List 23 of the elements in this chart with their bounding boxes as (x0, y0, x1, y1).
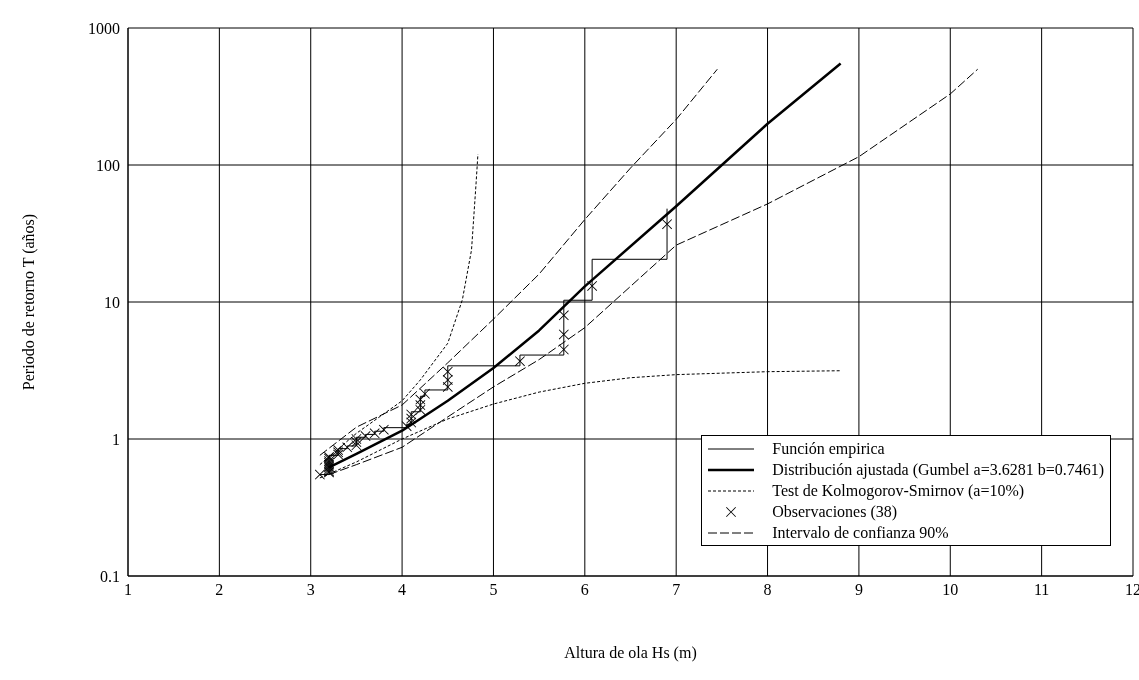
y-tick-label: 1000 (88, 19, 120, 37)
x-tick-label: 11 (1033, 581, 1050, 599)
x-axis-title: Altura de ola Hs (m) (564, 644, 697, 662)
x-tick-label: 2 (215, 581, 224, 599)
legend-label: Observaciones (38) (772, 502, 898, 522)
y-axis-title: Periodo de retorno T (años) (19, 213, 38, 391)
y-tick-label: 10 (104, 293, 120, 311)
x-tick-label: 3 (306, 581, 315, 599)
legend-label: Distribución ajustada (Gumbel a=3.6281 b=0.7461) (772, 460, 1104, 480)
x-tick-label: 6 (580, 581, 589, 599)
x-tick-label: 10 (942, 581, 959, 599)
legend-label: Intervalo de confianza 90% (772, 523, 949, 543)
x-tick-label: 9 (854, 581, 863, 599)
y-tick-label: 100 (96, 156, 120, 174)
x-tick-label: 8 (763, 581, 772, 599)
legend-label: Test de Kolmogorov-Smirnov (a=10%) (772, 481, 1025, 501)
y-tick-label: 1 (112, 430, 120, 448)
x-tick-label: 4 (398, 581, 407, 599)
legend-label: Función empirica (772, 439, 885, 459)
x-tick-label: 1 (124, 581, 132, 599)
x-tick-label: 5 (489, 581, 498, 599)
x-tick-label: 7 (672, 581, 681, 599)
y-tick-label: 0.1 (100, 567, 120, 585)
